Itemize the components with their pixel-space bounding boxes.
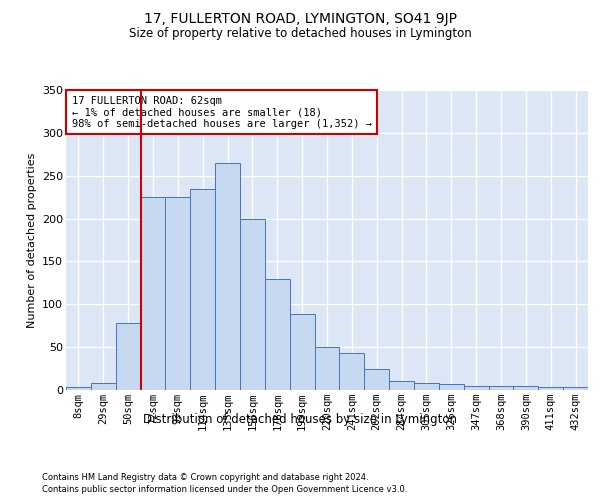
- Bar: [464, 386, 488, 390]
- Bar: [514, 386, 538, 390]
- Bar: [190, 188, 215, 390]
- Bar: [140, 197, 166, 390]
- Bar: [215, 163, 240, 390]
- Bar: [439, 384, 464, 390]
- Bar: [389, 380, 414, 390]
- Y-axis label: Number of detached properties: Number of detached properties: [26, 152, 37, 328]
- Bar: [340, 353, 364, 390]
- Text: Size of property relative to detached houses in Lymington: Size of property relative to detached ho…: [128, 28, 472, 40]
- Text: 17 FULLERTON ROAD: 62sqm
← 1% of detached houses are smaller (18)
98% of semi-de: 17 FULLERTON ROAD: 62sqm ← 1% of detache…: [71, 96, 371, 129]
- Bar: [563, 388, 588, 390]
- Text: Distribution of detached houses by size in Lymington: Distribution of detached houses by size …: [143, 412, 457, 426]
- Bar: [488, 386, 514, 390]
- Text: 17, FULLERTON ROAD, LYMINGTON, SO41 9JP: 17, FULLERTON ROAD, LYMINGTON, SO41 9JP: [143, 12, 457, 26]
- Bar: [166, 197, 190, 390]
- Bar: [240, 218, 265, 390]
- Bar: [265, 278, 290, 390]
- Bar: [538, 388, 563, 390]
- Bar: [414, 383, 439, 390]
- Bar: [364, 370, 389, 390]
- Bar: [91, 383, 116, 390]
- Text: Contains public sector information licensed under the Open Government Licence v3: Contains public sector information licen…: [42, 485, 407, 494]
- Bar: [116, 323, 140, 390]
- Bar: [290, 314, 314, 390]
- Bar: [314, 347, 340, 390]
- Text: Contains HM Land Registry data © Crown copyright and database right 2024.: Contains HM Land Registry data © Crown c…: [42, 472, 368, 482]
- Bar: [66, 388, 91, 390]
